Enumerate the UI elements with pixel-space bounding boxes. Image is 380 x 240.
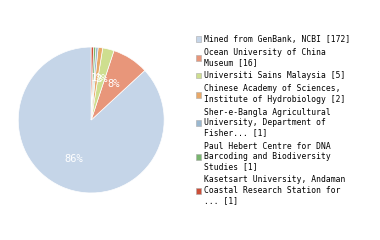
Wedge shape [91, 48, 114, 120]
Wedge shape [91, 47, 103, 120]
Legend: Mined from GenBank, NCBI [172], Ocean University of China
Museum [16], Universit: Mined from GenBank, NCBI [172], Ocean Un… [196, 35, 351, 205]
Wedge shape [91, 47, 98, 120]
Wedge shape [91, 51, 145, 120]
Text: 2%: 2% [95, 74, 108, 84]
Text: 1%: 1% [90, 73, 103, 83]
Wedge shape [91, 47, 96, 120]
Text: 8%: 8% [108, 79, 120, 90]
Text: 86%: 86% [65, 154, 84, 164]
Wedge shape [91, 47, 93, 120]
Wedge shape [18, 47, 164, 193]
